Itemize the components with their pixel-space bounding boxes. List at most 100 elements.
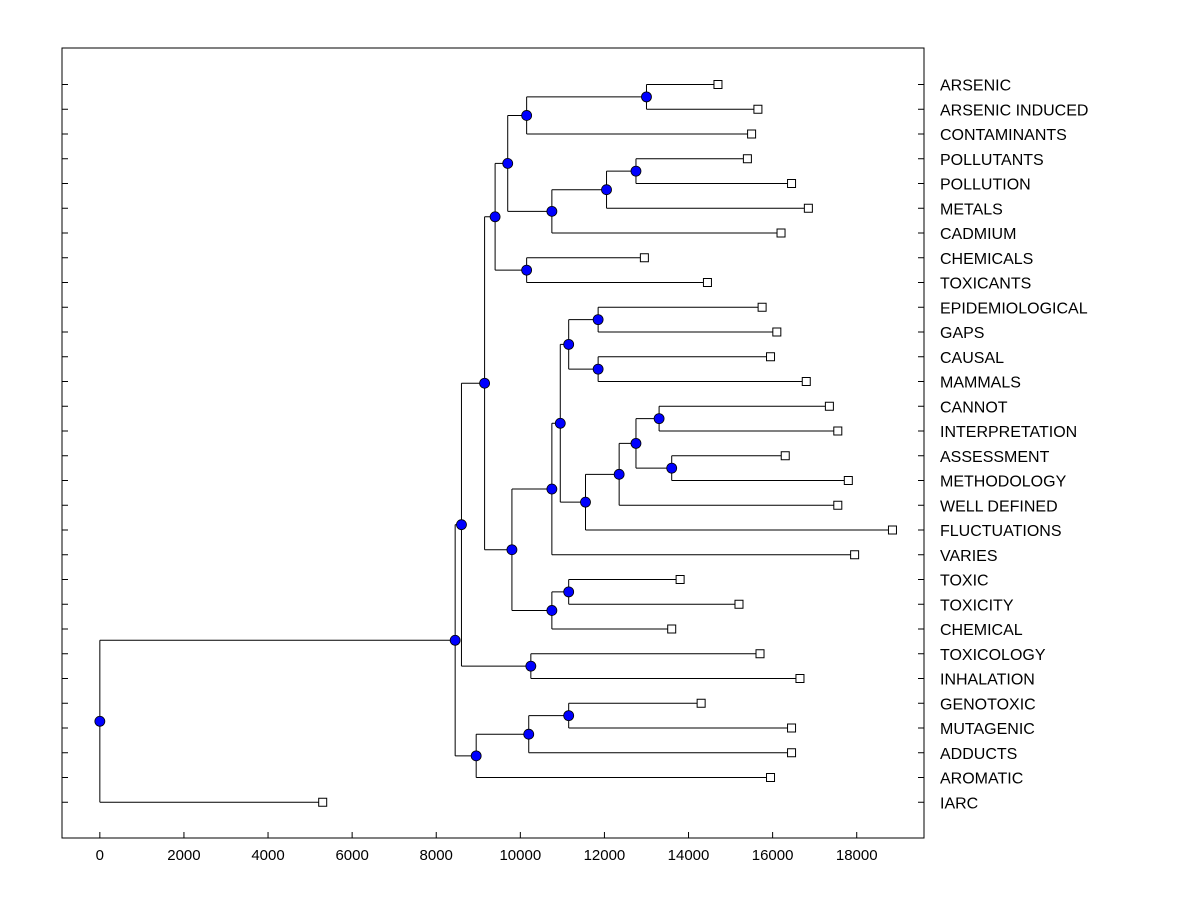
x-tick-label: 14000 <box>668 847 710 864</box>
leaf-label: MUTAGENIC <box>940 721 1035 738</box>
x-tick-label: 8000 <box>420 847 453 864</box>
x-tick-label: 18000 <box>836 847 878 864</box>
x-tick-label: 12000 <box>584 847 626 864</box>
merge-node <box>580 496 591 508</box>
leaf-marker <box>801 377 811 386</box>
leaf-label: INTERPRETATION <box>940 424 1077 441</box>
leaf-label: METALS <box>940 201 1003 218</box>
x-tick-label: 0 <box>96 847 104 864</box>
leaf-marker <box>747 129 757 139</box>
leaf-label: VARIES <box>940 548 998 565</box>
leaf-label: IARC <box>940 795 978 812</box>
x-tick-label: 2000 <box>167 847 200 864</box>
leaf-marker <box>824 401 834 411</box>
leaf-label: AROMATIC <box>940 771 1023 788</box>
leaf-label: ASSESSMENT <box>940 449 1050 466</box>
merge-node <box>563 710 575 722</box>
leaf-marker <box>772 327 782 337</box>
leaf-marker <box>734 599 744 609</box>
merge-node <box>613 468 625 480</box>
leaf-marker <box>713 80 723 89</box>
merge-node <box>523 728 535 740</box>
leaf-marker <box>787 748 797 758</box>
leaf-label: TOXICOLOGY <box>940 647 1046 664</box>
leaf-marker <box>675 575 685 584</box>
leaf-label: INHALATION <box>940 672 1035 689</box>
leaf-label: CHEMICALS <box>940 251 1033 268</box>
leaf-marker <box>850 550 860 560</box>
leaf-marker <box>755 649 765 659</box>
leaf-label: GENOTOXIC <box>940 696 1036 713</box>
leaf-marker <box>696 698 706 708</box>
merge-node <box>653 413 665 425</box>
leaf-marker <box>753 104 763 114</box>
merge-node <box>592 363 604 375</box>
leaf-label: WELL DEFINED <box>940 498 1058 515</box>
x-tick-label: 16000 <box>752 847 794 864</box>
merge-node <box>630 165 642 177</box>
right-tick-marks <box>918 84 924 803</box>
leaf-label: CONTAMINANTS <box>940 127 1067 144</box>
merge-node <box>641 91 652 103</box>
merge-node <box>502 157 514 169</box>
leaf-label: MAMMALS <box>940 375 1021 392</box>
leaf-marker <box>780 451 790 461</box>
leaf-label: EPIDEMIOLOGICAL <box>940 300 1088 317</box>
leaf-label: ARSENIC INDUCED <box>940 102 1088 119</box>
leaf-label: POLLUTANTS <box>940 152 1044 169</box>
leaf-label: ARSENIC <box>940 78 1011 95</box>
merge-node <box>449 634 461 646</box>
merge-node <box>489 211 501 223</box>
merge-node <box>546 605 558 616</box>
merge-node <box>546 483 558 495</box>
leaf-label: ADDUCTS <box>940 746 1017 763</box>
merge-node <box>456 519 467 531</box>
leaf-marker <box>757 302 767 312</box>
merge-node <box>601 184 612 196</box>
leaf-labels: ARSENIC ARSENIC INDUCED CONTAMINANTS POLLUT… <box>940 78 1088 813</box>
x-axis-ticks: 0 2000 4000 6000 8000 10000 12000 14000 16000 180… <box>96 832 878 864</box>
leaf-marker <box>766 352 776 362</box>
leaf-marker <box>843 476 853 485</box>
merge-node <box>470 750 482 762</box>
merge-node <box>630 437 642 449</box>
leaf-label: TOXICITY <box>940 597 1014 614</box>
leaf-marker <box>795 674 805 683</box>
leaf-marker <box>742 154 752 164</box>
merge-node <box>521 110 533 121</box>
leaf-marker <box>887 525 897 535</box>
leaf-marker <box>833 426 843 436</box>
leaf-label: CADMIUM <box>940 226 1016 243</box>
leaf-marker <box>667 624 677 634</box>
merge-nodes <box>94 91 678 762</box>
left-tick-marks <box>62 84 68 803</box>
leaf-label: TOXICANTS <box>940 276 1031 293</box>
leaf-label: CANNOT <box>940 399 1008 416</box>
x-tick-label: 4000 <box>251 847 284 864</box>
leaf-markers <box>318 80 897 807</box>
leaf-label: METHODOLOGY <box>940 474 1067 491</box>
merge-node <box>521 264 533 276</box>
leaf-label: CHEMICAL <box>940 622 1023 639</box>
leaf-label: CAUSAL <box>940 350 1004 367</box>
merge-node <box>563 338 575 350</box>
leaf-marker <box>639 253 649 263</box>
leaf-marker <box>766 773 776 782</box>
merge-node <box>525 660 537 672</box>
leaf-marker <box>787 723 797 733</box>
merge-node <box>592 314 604 326</box>
leaf-marker <box>776 228 786 238</box>
dendrogram-links <box>99 84 893 803</box>
leaf-marker <box>702 278 712 287</box>
plot-frame <box>61 47 925 839</box>
merge-node <box>563 586 575 598</box>
leaf-marker <box>787 179 797 188</box>
x-tick-label: 10000 <box>499 847 541 864</box>
leaf-label: POLLUTION <box>940 177 1031 194</box>
merge-node <box>479 377 490 389</box>
x-tick-label: 6000 <box>335 847 368 864</box>
leaf-marker <box>803 203 813 213</box>
merge-node <box>94 715 106 727</box>
merge-node <box>554 417 566 429</box>
